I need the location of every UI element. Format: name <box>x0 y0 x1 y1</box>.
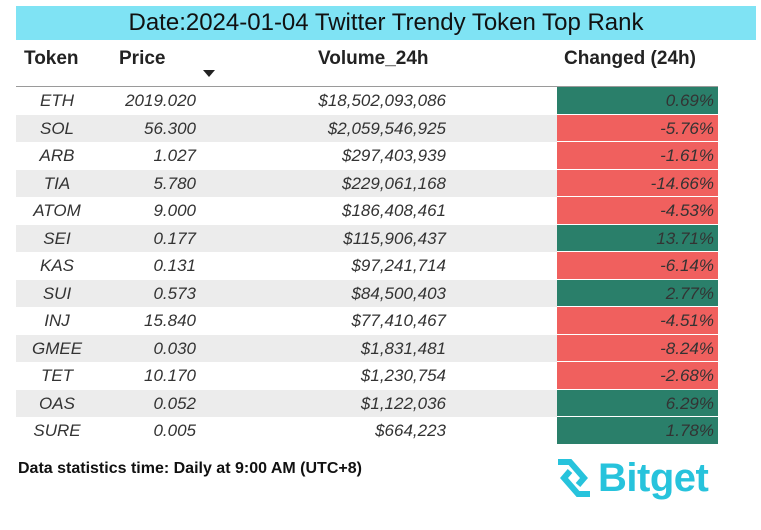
token-cell: ATOM <box>33 201 81 220</box>
price-cell: 1.027 <box>153 146 196 165</box>
volume-cell: $115,906,437 <box>343 228 446 248</box>
change-cell: 0.69% <box>557 87 718 115</box>
table-row[interactable]: SOL 56.300 $2,059,546,925 -5.76% <box>16 114 718 142</box>
table-row[interactable]: INJ 15.840 $77,410,467 -4.51% <box>16 307 718 335</box>
volume-cell: $2,059,546,925 <box>327 118 446 138</box>
table-row[interactable]: ARB 1.027 $297,403,939 -1.61% <box>16 142 718 170</box>
price-cell: 9.000 <box>153 201 196 220</box>
volume-cell: $1,831,481 <box>360 338 446 358</box>
volume-cell: $297,403,939 <box>342 146 446 165</box>
table-row[interactable]: GMEE 0.030 $1,831,481 -8.24% <box>16 334 718 362</box>
price-cell: 0.177 <box>153 228 196 248</box>
price-cell: 0.030 <box>153 338 196 358</box>
column-header-token[interactable]: Token <box>24 48 79 69</box>
change-cell: -8.24% <box>557 334 718 362</box>
volume-cell: $186,408,461 <box>342 201 446 220</box>
table-row[interactable]: SURE 0.005 $664,223 1.78% <box>16 417 718 445</box>
bitget-logo: Bitget <box>554 456 709 500</box>
table-header: Token Price Volume_24h Changed (24h) <box>16 44 718 87</box>
sort-down-icon[interactable] <box>203 70 215 77</box>
change-cell: 2.77% <box>557 279 718 307</box>
table-row[interactable]: SEI 0.177 $115,906,437 13.71% <box>16 224 718 252</box>
change-cell: 13.71% <box>557 224 718 252</box>
price-cell: 0.573 <box>153 283 196 303</box>
table-row[interactable]: SUI 0.573 $84,500,403 2.77% <box>16 279 718 307</box>
price-cell: 5.780 <box>153 173 196 193</box>
change-cell: -14.66% <box>557 169 718 197</box>
table-body: ETH 2019.020 $18,502,093,086 0.69% SOL 56.300… <box>16 87 718 445</box>
token-rank-table: Token Price Volume_24h Changed (24h) ETH… <box>16 44 718 445</box>
bitget-logo-icon <box>558 459 590 497</box>
change-cell: -4.51% <box>557 307 718 335</box>
token-cell: SEI <box>43 228 71 248</box>
table-row[interactable]: KAS 0.131 $97,241,714 -6.14% <box>16 252 718 280</box>
change-cell: -5.76% <box>557 114 718 142</box>
token-cell: GMEE <box>31 338 83 358</box>
token-cell: KAS <box>39 256 75 275</box>
change-cell: -1.61% <box>557 142 718 170</box>
column-header-change[interactable]: Changed (24h) <box>564 48 696 69</box>
volume-cell: $18,502,093,086 <box>318 91 446 110</box>
change-cell: -6.14% <box>557 252 718 280</box>
volume-cell: $84,500,403 <box>351 283 446 303</box>
price-cell: 0.052 <box>153 393 196 413</box>
token-cell: SUI <box>42 283 72 303</box>
table-row[interactable]: TET 10.170 $1,230,754 -2.68% <box>16 362 718 390</box>
table-row[interactable]: OAS 0.052 $1,122,036 6.29% <box>16 389 718 417</box>
price-cell: 2019.020 <box>125 91 196 110</box>
table-row[interactable]: ATOM 9.000 $186,408,461 -4.53% <box>16 197 718 225</box>
token-cell: TIA <box>43 173 71 193</box>
price-cell: 15.840 <box>144 311 196 330</box>
token-cell: SOL <box>39 118 75 138</box>
column-header-volume[interactable]: Volume_24h <box>318 48 429 69</box>
change-cell: -2.68% <box>557 362 718 390</box>
change-cell: -4.53% <box>557 197 718 225</box>
volume-cell: $1,122,036 <box>360 393 446 413</box>
table-row[interactable]: ETH 2019.020 $18,502,093,086 0.69% <box>16 87 718 115</box>
volume-cell: $229,061,168 <box>342 173 446 193</box>
volume-cell: $664,223 <box>375 421 446 440</box>
token-cell: ARB <box>39 146 75 165</box>
token-cell: SURE <box>33 421 81 440</box>
token-cell: OAS <box>39 393 75 413</box>
price-cell: 56.300 <box>144 118 196 138</box>
page-title: Date:2024-01-04 Twitter Trendy Token Top… <box>16 6 756 40</box>
volume-cell: $97,241,714 <box>351 256 446 275</box>
price-cell: 10.170 <box>144 366 196 385</box>
token-cell: ETH <box>40 91 74 110</box>
change-cell: 6.29% <box>557 389 718 417</box>
bitget-logo-text: Bitget <box>598 456 709 500</box>
column-header-price[interactable]: Price <box>119 48 166 69</box>
volume-cell: $77,410,467 <box>351 311 446 330</box>
token-cell: TET <box>40 366 74 385</box>
table-row[interactable]: TIA 5.780 $229,061,168 -14.66% <box>16 169 718 197</box>
data-time-note: Data statistics time: Daily at 9:00 AM (… <box>18 460 362 477</box>
token-cell: INJ <box>44 311 70 330</box>
price-cell: 0.005 <box>153 421 196 440</box>
price-cell: 0.131 <box>153 256 196 275</box>
change-cell: 1.78% <box>557 417 718 445</box>
volume-cell: $1,230,754 <box>360 366 446 385</box>
